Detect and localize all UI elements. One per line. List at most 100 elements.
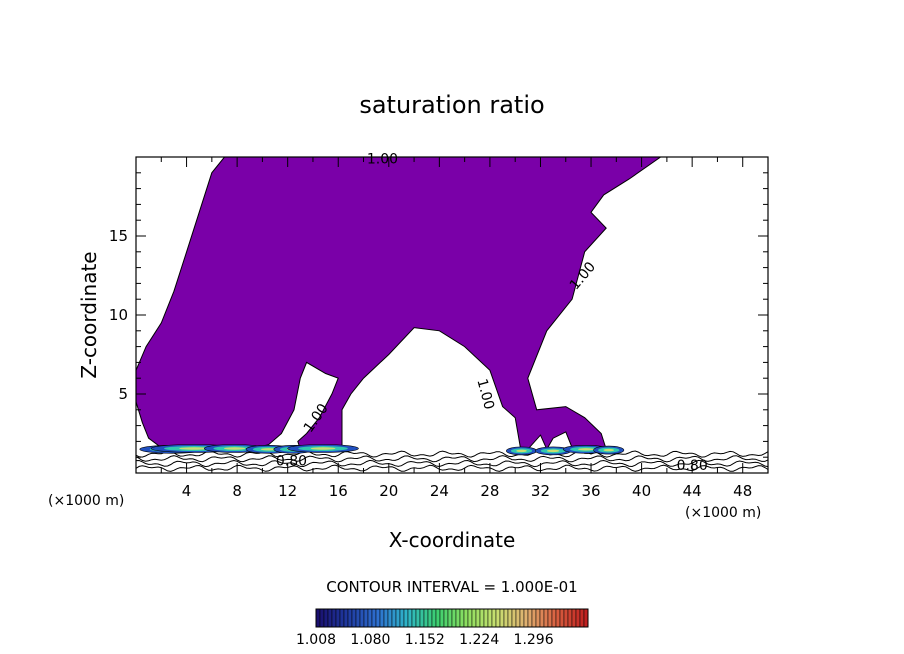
colorbar-swatch [479,608,485,628]
colorbar-swatch [507,608,513,628]
colorbar-swatch [363,608,369,628]
saturation-blob-core [603,448,615,452]
colorbar-swatch [535,608,541,628]
x-axis-ticks: 4 8 12 16 20 24 28 32 36 40 44 48 [160,157,752,500]
colorbar-border [315,608,589,628]
x-tick-label: 12 [278,482,297,500]
colorbar-swatch [391,608,397,628]
colorbar-swatch [547,608,553,628]
saturation-blob-core [546,449,560,453]
saturation-blob-core [260,448,277,451]
low-level-high-saturation-blobs [139,444,625,456]
colorbar-swatch [579,608,585,628]
x-tick-label: 48 [733,482,752,500]
saturation-blob-core [310,447,336,450]
colorbar-swatch [523,608,529,628]
saturation-blob-core [179,447,210,450]
colorbar-swatch [563,608,569,628]
colorbar-swatch [463,608,469,628]
colorbar-swatch [427,608,433,628]
x-units-right: (×1000 m) [685,505,761,521]
colorbar-swatch [531,608,537,628]
colorbar-swatch [431,608,437,628]
colorbar-tick-label: 1.296 [514,632,554,648]
colorbar-swatch [511,608,517,628]
colorbar-swatch [379,608,385,628]
colorbar-swatch [467,608,473,628]
colorbar-swatch [583,608,589,628]
colorbar-swatch [355,608,361,628]
colorbar-swatch [343,608,349,628]
colorbar-swatch [347,608,353,628]
colorbar-swatch [351,608,357,628]
colorbar-swatch [387,608,393,628]
x-tick-label: 20 [379,482,398,500]
x-tick-label: 16 [329,482,348,500]
x-units-left: (×1000 m) [48,493,124,509]
x-tick-label: 28 [480,482,499,500]
lower-contour-lines [135,450,769,472]
colorbar-tick-label: 1.080 [350,632,390,648]
colorbar-swatch [399,608,405,628]
colorbar-swatch [575,608,581,628]
saturation-blob-core [578,448,594,451]
x-tick-label: 36 [581,482,600,500]
colorbar-swatch [491,608,497,628]
x-tick-label: 44 [683,482,702,500]
colorbar-swatch [503,608,509,628]
colorbar-tick-label: 1.008 [296,632,336,648]
colorbar-swatch [519,608,525,628]
colorbar-swatch [447,608,453,628]
colorbar-swatch [471,608,477,628]
colorbar-swatch [423,608,429,628]
y-axis-label: Z-coordinate [77,251,101,378]
colorbar-swatch [515,608,521,628]
colorbar-swatch [415,608,421,628]
colorbar-swatch [555,608,561,628]
x-tick-label: 32 [531,482,550,500]
x-tick-label: 24 [430,482,449,500]
colorbar-swatch [419,608,425,628]
colorbar-swatch [339,608,345,628]
contour-line [135,455,769,463]
colorbar-swatch [559,608,565,628]
contour-line [135,464,769,472]
colorbar-swatch [395,608,401,628]
x-tick-label: 40 [632,482,651,500]
colorbar-tick-label: 1.152 [405,632,445,648]
colorbar-swatch [435,608,441,628]
contour-label: 1.00 [473,377,497,411]
colorbar-swatch [375,608,381,628]
colorbar-tick-labels: 1.008 1.080 1.152 1.224 1.296 [296,632,554,648]
y-tick-label: 10 [109,306,128,324]
colorbar-swatch [539,608,545,628]
colorbar-swatch [551,608,557,628]
contour-line [135,459,769,468]
colorbar-swatch [335,608,341,628]
saturation-blob-core [516,449,527,453]
colorbar-swatch [331,608,337,628]
colorbar-swatch [359,608,365,628]
colorbar-swatch [571,608,577,628]
colorbar-swatch [459,608,465,628]
colorbar-swatch [383,608,389,628]
colorbar-swatch [487,608,493,628]
colorbar-swatch [527,608,533,628]
plot-area: 1.001.001.001.000.80 0.80 [135,152,769,474]
colorbar-swatch [443,608,449,628]
colorbar-swatch [371,608,377,628]
chart-title: saturation ratio [359,91,544,119]
colorbar-swatch [407,608,413,628]
colorbar [315,608,589,628]
colorbar-swatch [567,608,573,628]
contour-interval-text: CONTOUR INTERVAL = 1.000E-01 [326,578,577,596]
y-tick-label: 5 [118,385,128,403]
colorbar-swatch [327,608,333,628]
colorbar-swatch [475,608,481,628]
contour-label: 1.00 [367,152,398,168]
colorbar-swatch [411,608,417,628]
colorbar-swatch [367,608,373,628]
y-axis-ticks: 5 10 15 [109,172,768,458]
x-axis-label: X-coordinate [389,528,516,552]
